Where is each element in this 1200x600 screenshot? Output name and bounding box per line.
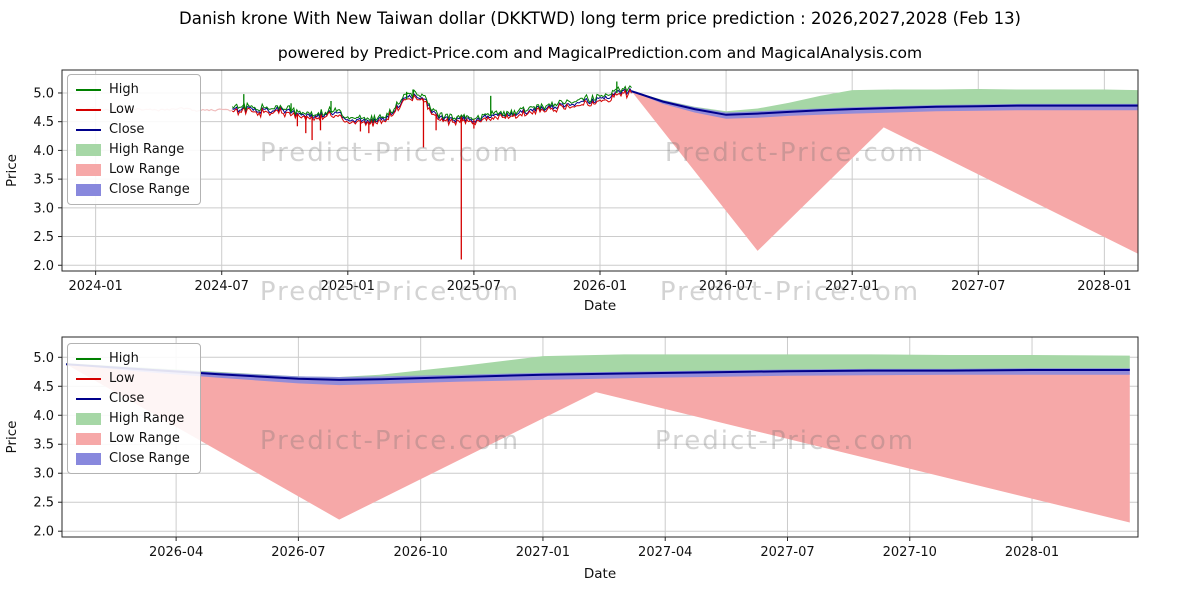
x-tick-label: 2027-07	[951, 279, 1005, 294]
y-tick-label: 4.5	[33, 115, 54, 130]
legend-item-close: Close	[76, 121, 190, 138]
y-tick-label: 2.0	[33, 525, 54, 540]
x-tick-label: 2027-01	[825, 279, 879, 294]
legend-item-close-range: Close Range	[76, 181, 190, 198]
y-tick-label: 4.0	[33, 409, 54, 424]
y-tick-label: 3.5	[33, 173, 54, 188]
x-tick-label: 2024-01	[68, 279, 122, 294]
history-low-line	[231, 88, 632, 127]
prediction-close-line	[66, 363, 1130, 381]
y-tick-label: 3.0	[33, 467, 54, 482]
legend-patch-swatch	[76, 432, 101, 445]
legend-item-label: Close	[109, 122, 145, 137]
x-tick-label: 2026-01	[573, 279, 627, 294]
x-tick-label: 2028-01	[1005, 545, 1059, 560]
legend-item-label: Low Range	[109, 162, 180, 177]
legend: High Low Close High Range Low Range Close Ran…	[67, 343, 201, 474]
x-tick-label: 2024-07	[195, 279, 249, 294]
x-tick-label: 2027-10	[883, 545, 937, 560]
legend-item-high-range: High Range	[76, 410, 190, 427]
prediction-detail-plot: 2.0 2.5 3.0 3.5 4.0 4.5 5.0 2026-04 2026-07 2026-…	[4, 336, 1139, 582]
x-tick-label: 2026-04	[149, 545, 203, 560]
high-range-band	[66, 354, 1130, 380]
legend-item-label: High	[109, 82, 139, 97]
legend-item-label: Close Range	[109, 182, 190, 197]
y-tick-label: 5.0	[33, 86, 54, 101]
legend-line-swatch	[76, 128, 101, 131]
y-tick-label: 4.0	[33, 144, 54, 159]
x-tick-label: 2027-01	[516, 545, 570, 560]
x-tick-label: 2025-01	[321, 279, 375, 294]
legend-item-label: Close Range	[109, 451, 190, 466]
plot-frame	[61, 336, 1139, 538]
legend-patch-swatch	[76, 412, 101, 425]
y-tick-label: 5.0	[33, 351, 54, 366]
history-prediction-chart: 2.0 2.5 3.0 3.5 4.0 4.5 5.0 2024-01 2024-07 2025-…	[0, 64, 1200, 316]
x-tick-label: 2027-04	[638, 545, 692, 560]
legend-item-label: High Range	[109, 411, 185, 426]
high-range-band	[631, 89, 1138, 115]
legend-patch-swatch	[76, 452, 101, 465]
legend-patch-swatch	[76, 143, 101, 156]
low-range-band	[66, 364, 1130, 523]
legend-item-close: Close	[76, 390, 190, 407]
y-tick-label: 2.0	[33, 259, 54, 274]
x-tick-label: 2028-01	[1077, 279, 1131, 294]
x-tick-label: 2026-07	[271, 545, 325, 560]
legend-item-label: High Range	[109, 142, 185, 157]
legend-patch-swatch	[76, 163, 101, 176]
legend-item-high: High	[76, 350, 190, 367]
legend-item-label: High	[109, 351, 139, 366]
prediction-close-line	[631, 90, 1138, 116]
legend-item-label: Close	[109, 391, 145, 406]
y-tick-label: 4.5	[33, 380, 54, 395]
legend-line-swatch	[76, 88, 101, 91]
history-high-line	[231, 85, 632, 123]
legend-patch-swatch	[76, 183, 101, 196]
legend-item-label: Low	[109, 102, 135, 117]
history-prediction-plot: 2.0 2.5 3.0 3.5 4.0 4.5 5.0 2024-01 2024-07 2025-…	[4, 69, 1139, 314]
legend-item-close-range: Close Range	[76, 450, 190, 467]
legend-item-low-range: Low Range	[76, 161, 190, 178]
legend-line-swatch	[76, 397, 101, 400]
legend-line-swatch	[76, 377, 101, 380]
y-axis-label: Price	[4, 421, 20, 454]
legend-line-swatch	[76, 357, 101, 360]
legend-line-swatch	[76, 108, 101, 111]
x-tick-label: 2027-07	[760, 545, 814, 560]
legend-item-label: Low	[109, 371, 135, 386]
y-axis-label: Price	[4, 154, 20, 187]
legend-item-label: Low Range	[109, 431, 180, 446]
x-tick-label: 2026-07	[699, 279, 753, 294]
x-tick-label: 2026-10	[394, 545, 448, 560]
legend-item-low-range: Low Range	[76, 430, 190, 447]
page-subtitle: powered by Predict-Price.com and Magical…	[277, 44, 923, 62]
low-range-band	[631, 91, 1138, 254]
close-range-band	[631, 91, 1138, 119]
page-title: Danish krone With New Taiwan dollar (DKK…	[179, 9, 1021, 28]
legend-item-low: Low	[76, 101, 190, 118]
y-tick-label: 2.5	[33, 230, 54, 245]
history-close-line	[232, 87, 632, 126]
prediction-detail-chart: 2.0 2.5 3.0 3.5 4.0 4.5 5.0 2026-04 2026-07 2026-…	[0, 330, 1200, 594]
legend-item-low: Low	[76, 370, 190, 387]
y-tick-label: 3.5	[33, 438, 54, 453]
x-tick-label: 2025-07	[447, 279, 501, 294]
x-axis-label: Date	[584, 566, 616, 582]
legend-item-high: High	[76, 81, 190, 98]
y-tick-label: 3.0	[33, 201, 54, 216]
legend-item-high-range: High Range	[76, 141, 190, 158]
y-tick-label: 2.5	[33, 496, 54, 511]
legend: High Low Close High Range Low Range Close Ran…	[67, 74, 201, 205]
x-axis-label: Date	[584, 298, 616, 314]
